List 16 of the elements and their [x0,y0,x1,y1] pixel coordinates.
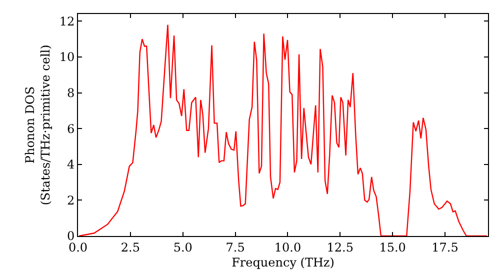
y-axis-title: Phonon DOS (States/THz·primitive cell) [23,44,53,206]
line-series [78,24,488,236]
x-tick-label: 2.5 [120,240,140,254]
y-tick-label: 6 [66,122,75,136]
y-tick-label: 8 [66,86,75,100]
x-tick-label: 10.0 [274,240,302,254]
x-axis-title: Frequency (THz) [232,255,334,270]
x-tick-label: 5.0 [173,240,192,254]
y-tick-label: 10 [59,50,75,64]
x-tick-label: 17.5 [432,240,458,254]
x-tick-label: 15.0 [379,240,406,254]
y-tick-label: 12 [59,14,75,28]
x-tick-label: 12.5 [326,240,354,254]
x-tick-label: 7.5 [226,240,245,254]
y-tick-label: 4 [66,158,75,172]
y-tick-label: 2 [66,193,75,208]
